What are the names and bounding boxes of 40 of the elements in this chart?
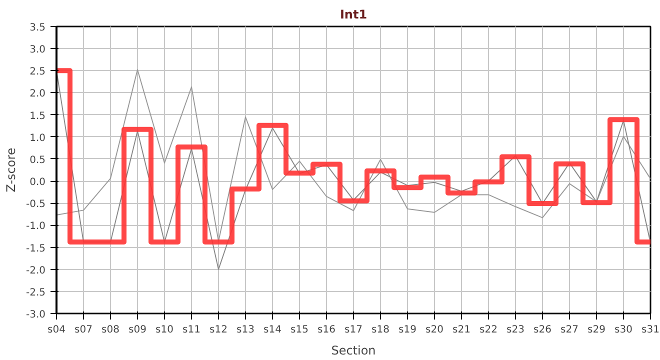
x-tick-label: s15 — [290, 324, 308, 336]
x-tick-label: s29 — [588, 324, 606, 336]
y-tick-label: -3.0 — [26, 310, 46, 320]
x-tick-label: s11 — [182, 324, 200, 336]
y-tick-label: 2.0 — [30, 88, 46, 100]
x-tick-label: s23 — [506, 324, 524, 336]
x-tick-label: s17 — [344, 324, 362, 336]
x-tick-label: s16 — [318, 324, 336, 336]
x-tick-label: s08 — [102, 324, 120, 336]
y-axis-title: Z-score — [4, 148, 18, 192]
x-tick-label: s18 — [372, 324, 390, 336]
y-tick-label: 1.0 — [30, 132, 46, 144]
x-tick-label: s04 — [48, 324, 66, 336]
y-tick-label: -2.0 — [26, 265, 46, 276]
y-tick-label: 3.0 — [30, 44, 46, 56]
x-tick-label: s27 — [560, 324, 578, 336]
y-tick-label: 0.0 — [30, 177, 46, 188]
y-tick-label: -0.5 — [26, 199, 46, 210]
y-tick-label: -1.5 — [26, 243, 46, 254]
x-tick-label: s26 — [534, 324, 552, 336]
x-tick-label: s14 — [264, 324, 282, 336]
y-tick-label: -1.0 — [26, 221, 46, 232]
x-tick-label: s21 — [452, 324, 470, 336]
x-tick-label: s19 — [398, 324, 416, 336]
y-tick-label: 0.5 — [30, 154, 46, 166]
y-tick-label: 3.5 — [30, 22, 46, 34]
x-tick-label: s12 — [210, 324, 228, 336]
x-tick-label: s13 — [236, 324, 254, 336]
y-tick-label: 2.5 — [30, 66, 46, 78]
x-tick-label: s07 — [74, 324, 92, 336]
x-tick-label: s09 — [128, 324, 146, 336]
x-tick-label: s20 — [426, 324, 444, 336]
y-tick-label: -2.5 — [26, 287, 46, 298]
y-tick-label: 1.5 — [30, 110, 46, 122]
x-tick-label: s22 — [480, 324, 498, 336]
x-tick-label: s30 — [614, 324, 632, 336]
chart-title: Int1 — [340, 8, 368, 22]
x-axis-title: Section — [331, 344, 376, 358]
x-tick-label: s10 — [156, 324, 174, 336]
x-tick-label: s31 — [642, 324, 660, 336]
